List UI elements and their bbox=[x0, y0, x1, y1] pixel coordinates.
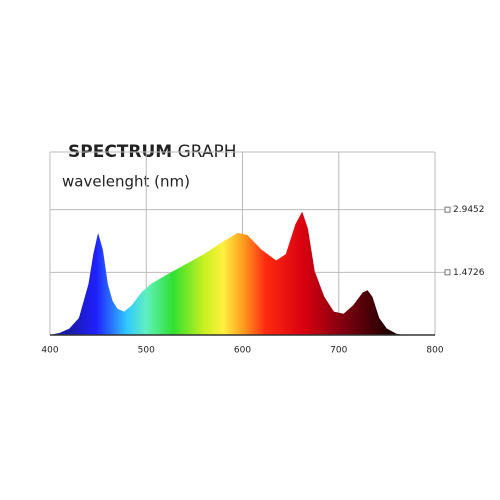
y-tick-marker bbox=[444, 206, 451, 213]
x-tick-label: 800 bbox=[426, 346, 443, 356]
y-tick-label: 1.4726 bbox=[453, 268, 485, 278]
x-tick-label: 500 bbox=[138, 346, 155, 356]
y-tick-marker bbox=[444, 269, 451, 276]
x-tick-label: 700 bbox=[330, 346, 347, 356]
y-tick-label: 2.9452 bbox=[453, 205, 485, 215]
x-tick-label: 400 bbox=[41, 346, 58, 356]
x-axis-label: wavelenght (nm) bbox=[62, 173, 190, 191]
x-tick-label: 600 bbox=[234, 346, 251, 356]
spectrum-area bbox=[50, 211, 405, 335]
